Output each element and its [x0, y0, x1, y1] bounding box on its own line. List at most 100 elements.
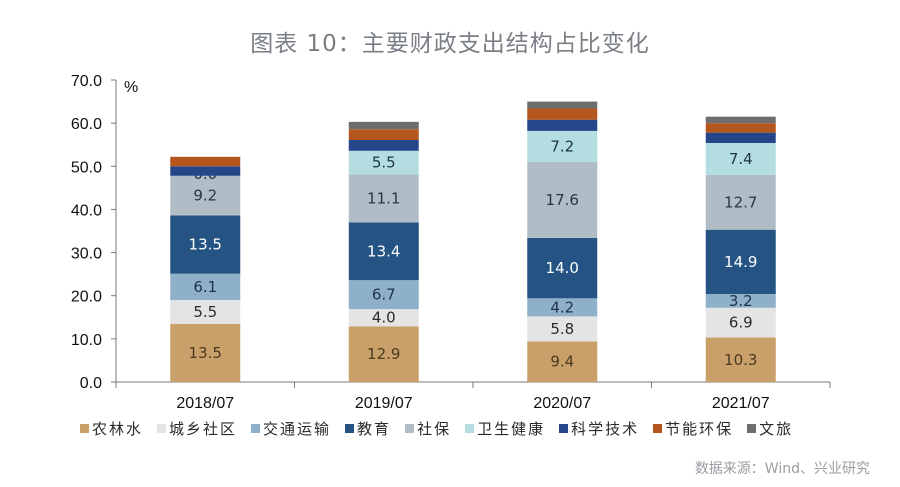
y-tick-label: 0.0 [80, 375, 102, 392]
x-tick-label: 2021/07 [712, 395, 770, 412]
y-tick-label: 20.0 [71, 289, 102, 306]
bar-data-label: 11.1 [367, 189, 400, 207]
y-tick-label: 40.0 [71, 202, 102, 219]
x-tick-label: 2018/07 [176, 395, 234, 412]
bar-data-label: 6.9 [729, 314, 753, 332]
bar-segment [348, 139, 419, 151]
legend-label: 节能环保 [665, 420, 734, 438]
chart-legend: 农林水 城乡社区 交通运输 教育 社保 卫生健康 科学技术 节能环保 文旅 [80, 418, 793, 439]
bar-data-label: 6.1 [193, 278, 217, 296]
bar-segment [527, 119, 598, 131]
bar-data-label: 7.2 [550, 137, 574, 155]
bar-segment [705, 229, 776, 294]
bar-segment [170, 215, 241, 274]
legend-item: 交通运输 [251, 418, 331, 439]
bar-segment [348, 326, 419, 382]
legend-item: 农林水 [80, 418, 143, 439]
bar-segment [705, 116, 776, 124]
legend-item: 教育 [345, 418, 391, 439]
bar-data-label: 4.0 [372, 309, 396, 327]
bar-segment [527, 108, 598, 120]
bar-segment [348, 129, 419, 140]
bar-data-label: 12.9 [367, 345, 400, 363]
bar-segment [527, 341, 598, 382]
bar-segment [170, 175, 241, 216]
bar-segment [348, 150, 419, 175]
bar-data-label: 7.4 [729, 150, 753, 168]
bar-data-label: 14.9 [724, 253, 757, 271]
bar-segment [527, 237, 598, 299]
bar-segment [705, 123, 776, 133]
legend-swatch [345, 424, 355, 433]
legend-label: 科学技术 [571, 420, 640, 438]
bar-data-label: 10.3 [724, 351, 757, 369]
legend-label: 卫生健康 [477, 420, 546, 438]
bar-data-label: 5.5 [372, 154, 396, 172]
bar-data-label: 6.7 [372, 286, 396, 304]
legend-item: 科学技术 [559, 418, 639, 439]
legend-swatch [80, 424, 89, 433]
bar-segment [705, 132, 776, 143]
bar-segment [527, 161, 598, 238]
legend-swatch [157, 424, 167, 433]
bar-segment [170, 156, 241, 167]
legend-item: 文旅 [747, 418, 793, 439]
bar-segment [348, 222, 419, 281]
bar-segment [170, 323, 241, 382]
legend-swatch [465, 424, 475, 433]
bar-data-label: 13.5 [189, 236, 222, 254]
legend-item: 节能环保 [653, 418, 733, 439]
x-tick-label: 2020/07 [533, 395, 591, 412]
bar-data-label: 9.2 [193, 187, 217, 205]
legend-label: 文旅 [759, 420, 794, 438]
legend-label: 农林水 [92, 420, 144, 438]
bar-data-label: 14.0 [546, 259, 579, 277]
y-axis-unit-label: % [124, 79, 138, 96]
bar-data-label: 13.5 [189, 344, 222, 362]
bar-segment [348, 280, 419, 310]
bar-segment [527, 101, 598, 109]
bar-segment [705, 174, 776, 230]
bar-segment [705, 337, 776, 382]
bar-data-label: 5.8 [550, 320, 574, 338]
legend-swatch [559, 424, 569, 433]
bar-data-label: 17.6 [546, 191, 579, 209]
bar-data-label: 9.4 [550, 353, 574, 371]
bar-segment [348, 309, 419, 327]
bar-segment [527, 130, 598, 162]
legend-item: 卫生健康 [465, 418, 545, 439]
legend-swatch [747, 424, 757, 433]
y-tick-label: 10.0 [71, 332, 102, 349]
legend-label: 教育 [357, 420, 392, 438]
legend-swatch [405, 424, 415, 433]
bar-segment [705, 307, 776, 338]
bar-segment [527, 316, 598, 342]
bar-data-label: 3.2 [729, 292, 753, 310]
legend-item: 城乡社区 [157, 418, 237, 439]
legend-label: 交通运输 [263, 420, 332, 438]
y-tick-label: 50.0 [71, 159, 102, 176]
bar-data-label: 4.2 [550, 298, 574, 316]
bar-segment [705, 293, 776, 308]
data-source-note: 数据来源：Wind、兴业研究 [694, 461, 870, 477]
y-tick-label: 30.0 [71, 246, 102, 263]
y-tick-label: 70.0 [71, 73, 102, 90]
legend-swatch [251, 424, 261, 433]
bar-segment [348, 121, 419, 130]
bar-segment [527, 298, 598, 317]
legend-item: 社保 [405, 418, 451, 439]
y-tick-label: 60.0 [71, 116, 102, 133]
legend-label: 社保 [417, 420, 452, 438]
bar-data-label: 12.7 [724, 193, 757, 211]
bar-data-label: 5.5 [193, 303, 217, 321]
x-tick-label: 2019/07 [355, 395, 413, 412]
bar-data-label: 13.4 [367, 242, 400, 260]
bar-segment [170, 166, 241, 176]
bar-segment [348, 174, 419, 223]
bar-segment [170, 300, 241, 324]
bar-segment [170, 273, 241, 301]
bar-segment [705, 142, 776, 175]
chart-title: 图表 10：主要财政支出结构占比变化 [250, 31, 650, 57]
legend-label: 城乡社区 [169, 420, 238, 438]
